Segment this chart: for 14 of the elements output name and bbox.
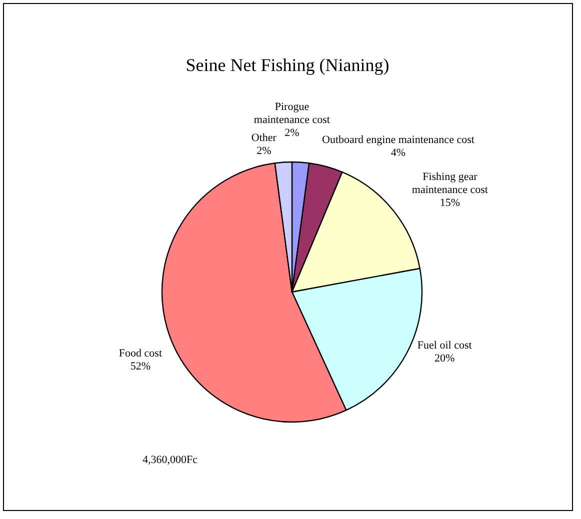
data-label: 4% [390,147,406,160]
slice-label: Fishing gear maintenance cost [412,171,488,196]
slice-label: Outboard engine maintenance cost [322,134,474,146]
text: 4,360,000Fc [142,454,198,466]
data-label: 2% [284,127,300,139]
slice-label: Food cost [118,347,162,360]
data-label: 2% [256,145,272,158]
slice-label: Pirogue maintenance cost [254,101,330,126]
data-label: 15% [440,197,460,210]
data-label: 20% [434,352,455,365]
slice-label: Other [251,132,277,144]
chart-title: Seine Net Fishing (Nianing) [186,55,390,75]
data-label: 52% [130,360,151,372]
slice-label: Fuel oil cost [417,340,472,352]
